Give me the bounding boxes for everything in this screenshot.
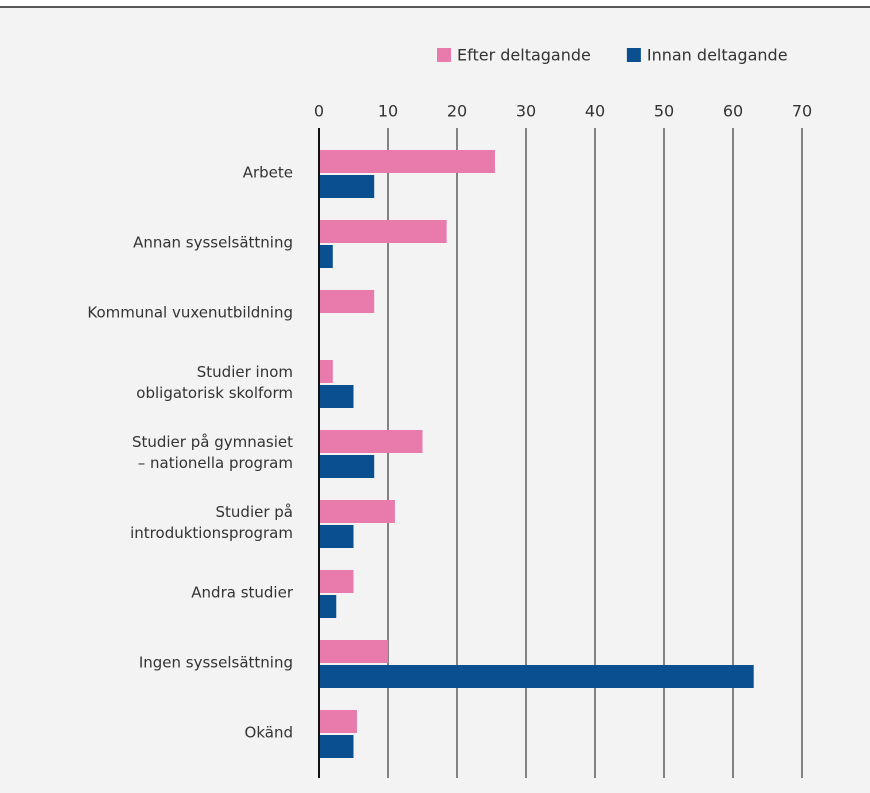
bar bbox=[319, 710, 357, 733]
background bbox=[0, 8, 870, 793]
legend-swatch bbox=[437, 48, 451, 62]
bar bbox=[319, 665, 754, 688]
bar bbox=[319, 430, 423, 453]
bar bbox=[319, 290, 375, 313]
legend-label: Innan deltagande bbox=[647, 46, 788, 65]
x-tick-label: 30 bbox=[516, 102, 536, 121]
x-tick-label: 10 bbox=[378, 102, 398, 121]
x-tick-label: 50 bbox=[654, 102, 674, 121]
bar bbox=[319, 595, 337, 618]
x-tick-label: 40 bbox=[585, 102, 605, 121]
bar bbox=[319, 640, 388, 663]
bar bbox=[319, 525, 354, 548]
x-tick-label: 20 bbox=[447, 102, 467, 121]
bar bbox=[319, 175, 375, 198]
bar bbox=[319, 500, 395, 523]
y-tick-label: Kommunal vuxenutbildning bbox=[87, 303, 293, 322]
bar bbox=[319, 220, 447, 243]
bar bbox=[319, 455, 375, 478]
bar bbox=[319, 245, 333, 268]
x-tick-label: 60 bbox=[723, 102, 743, 121]
y-tick-label: Ingen sysselsättning bbox=[138, 653, 293, 672]
bar bbox=[319, 735, 354, 758]
bar bbox=[319, 385, 354, 408]
y-tick-label: Okänd bbox=[244, 723, 293, 742]
bar bbox=[319, 360, 333, 383]
y-tick-label: Studier på gymnasiet – nationella progra… bbox=[131, 433, 293, 472]
bar bbox=[319, 150, 495, 173]
x-tick-label: 0 bbox=[314, 102, 324, 121]
y-tick-label: Annan sysselsättning bbox=[133, 233, 293, 252]
x-tick-label: 70 bbox=[792, 102, 812, 121]
y-tick-label: Studier inom obligatorisk skolform bbox=[136, 363, 293, 402]
y-tick-label: Andra studier bbox=[191, 583, 293, 602]
y-tick-label: Studier på introduktionsprogram bbox=[130, 503, 293, 542]
y-tick-label: Arbete bbox=[242, 163, 293, 182]
legend-swatch bbox=[626, 48, 641, 62]
legend-label: Efter deltagande bbox=[457, 46, 591, 65]
bar bbox=[319, 570, 354, 593]
